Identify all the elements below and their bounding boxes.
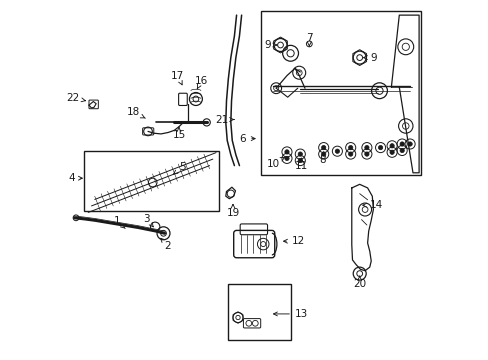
Circle shape: [321, 145, 325, 150]
Circle shape: [284, 156, 288, 161]
Text: 8: 8: [319, 152, 325, 165]
Text: 12: 12: [283, 236, 305, 246]
Circle shape: [399, 148, 404, 153]
Text: 11: 11: [294, 158, 307, 171]
Circle shape: [298, 152, 302, 156]
Text: 9: 9: [264, 40, 276, 50]
Circle shape: [348, 145, 352, 150]
Text: 5: 5: [173, 162, 185, 174]
Bar: [228, 284, 291, 340]
Text: 16: 16: [194, 76, 207, 89]
Text: 7: 7: [305, 33, 312, 46]
Text: 2: 2: [160, 238, 171, 251]
Bar: [260, 11, 420, 175]
Text: 22: 22: [66, 93, 85, 103]
Text: 21: 21: [215, 114, 233, 125]
Circle shape: [298, 158, 302, 163]
Text: 19: 19: [226, 204, 239, 218]
Circle shape: [364, 152, 368, 156]
Text: 20: 20: [352, 276, 366, 289]
Circle shape: [399, 142, 404, 146]
Circle shape: [389, 144, 393, 148]
Text: 6: 6: [239, 134, 255, 144]
Circle shape: [335, 149, 339, 153]
Text: 14: 14: [362, 200, 382, 210]
Text: 13: 13: [273, 309, 307, 319]
Text: 10: 10: [266, 157, 285, 169]
Circle shape: [348, 152, 352, 156]
Circle shape: [321, 152, 325, 156]
Text: 4: 4: [68, 173, 82, 183]
Text: 15: 15: [172, 127, 185, 140]
Circle shape: [284, 150, 288, 154]
Text: 3: 3: [143, 214, 153, 227]
Circle shape: [378, 145, 382, 150]
Text: 9: 9: [363, 53, 376, 63]
Bar: [84, 151, 219, 211]
Text: 17: 17: [171, 71, 184, 85]
Circle shape: [389, 150, 393, 154]
Circle shape: [407, 142, 411, 146]
Circle shape: [364, 145, 368, 150]
Text: 18: 18: [126, 107, 145, 118]
Text: 1: 1: [113, 216, 125, 229]
